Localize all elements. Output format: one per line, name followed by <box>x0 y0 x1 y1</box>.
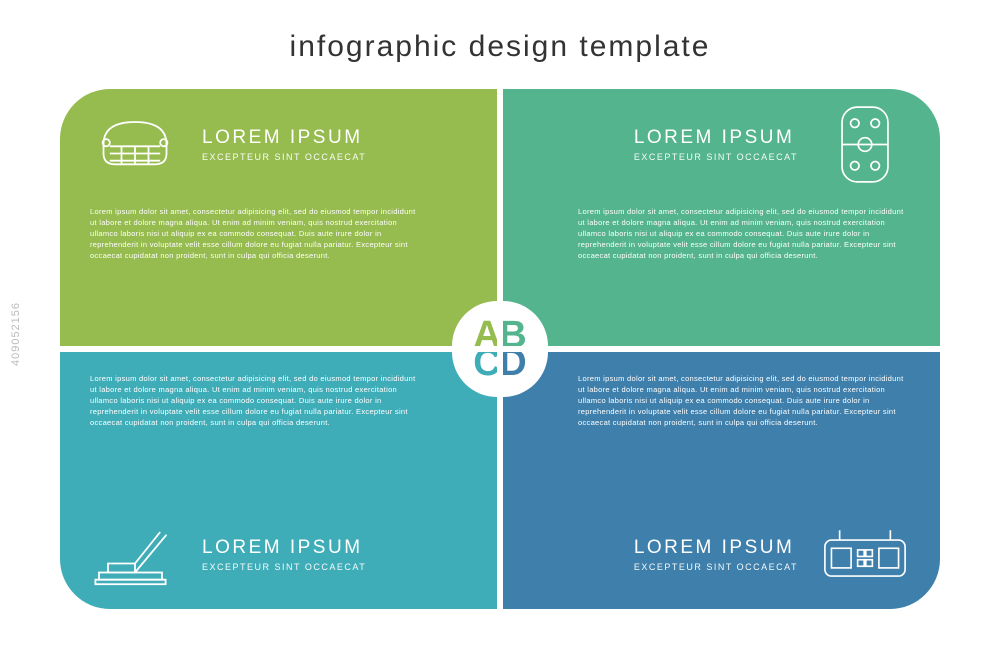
panel-d-header: LOREM IPSUM EXCEPTEUR SINT OCCAECAT <box>503 499 940 609</box>
panel-c-header: LOREM IPSUM EXCEPTEUR SINT OCCAECAT <box>60 499 497 609</box>
panel-d-body: Lorem ipsum dolor sit amet, consectetur … <box>503 374 940 428</box>
panel-a-body: Lorem ipsum dolor sit amet, consectetur … <box>60 207 497 261</box>
panel-b-title: LOREM IPSUM <box>634 127 798 149</box>
cannon-icon <box>90 514 180 594</box>
badge-a-letter: A <box>473 314 497 347</box>
panel-c-title: LOREM IPSUM <box>202 537 366 559</box>
panel-a-title: LOREM IPSUM <box>202 127 366 149</box>
panel-c-subtitle: EXCEPTEUR SINT OCCAECAT <box>202 562 366 572</box>
panel-b-titles: LOREM IPSUM EXCEPTEUR SINT OCCAECAT <box>634 127 798 162</box>
panel-c-titles: LOREM IPSUM EXCEPTEUR SINT OCCAECAT <box>202 537 366 572</box>
panel-a-subtitle: EXCEPTEUR SINT OCCAECAT <box>202 152 366 162</box>
badge-b: B <box>503 301 548 346</box>
watermark: 409052156 <box>10 301 22 365</box>
panel-c: Lorem ipsum dolor sit amet, consectetur … <box>60 352 497 609</box>
panel-d-subtitle: EXCEPTEUR SINT OCCAECAT <box>634 562 798 572</box>
badge-c-letter: C <box>473 352 497 385</box>
rink-icon <box>820 104 910 184</box>
panel-d-titles: LOREM IPSUM EXCEPTEUR SINT OCCAECAT <box>634 537 798 572</box>
page-title: infographic design template <box>60 30 940 64</box>
badge-b-letter: B <box>503 314 527 347</box>
panel-a-titles: LOREM IPSUM EXCEPTEUR SINT OCCAECAT <box>202 127 366 162</box>
helmet-icon <box>90 104 180 184</box>
panel-d-title: LOREM IPSUM <box>634 537 798 559</box>
panel-b-header: LOREM IPSUM EXCEPTEUR SINT OCCAECAT <box>503 89 940 199</box>
panel-a: LOREM IPSUM EXCEPTEUR SINT OCCAECAT Lore… <box>60 89 497 346</box>
panel-b: LOREM IPSUM EXCEPTEUR SINT OCCAECAT Lore… <box>503 89 940 346</box>
panel-c-body: Lorem ipsum dolor sit amet, consectetur … <box>60 374 497 428</box>
scoreboard-icon <box>820 514 910 594</box>
infographic-grid: LOREM IPSUM EXCEPTEUR SINT OCCAECAT Lore… <box>60 89 940 609</box>
badge-d-letter: D <box>503 352 527 385</box>
badge-a: A <box>452 301 497 346</box>
panel-d: Lorem ipsum dolor sit amet, consectetur … <box>503 352 940 609</box>
panel-a-header: LOREM IPSUM EXCEPTEUR SINT OCCAECAT <box>60 89 497 199</box>
panel-b-body: Lorem ipsum dolor sit amet, consectetur … <box>503 207 940 261</box>
panel-b-subtitle: EXCEPTEUR SINT OCCAECAT <box>634 152 798 162</box>
